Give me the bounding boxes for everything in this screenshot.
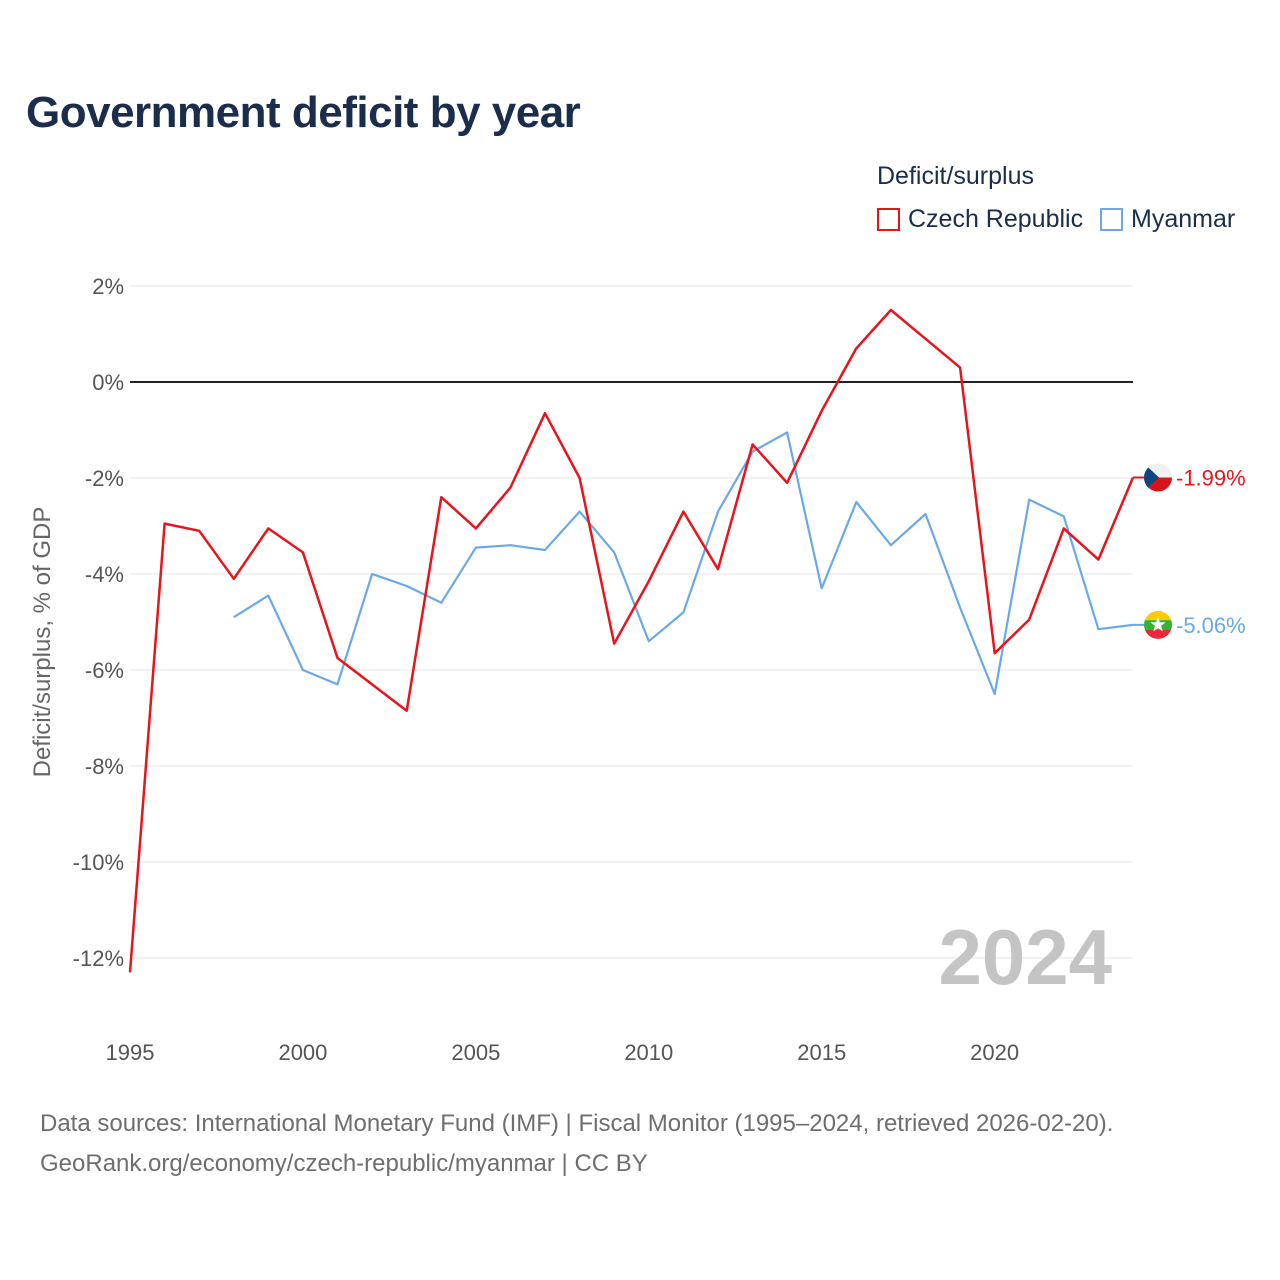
y-tick-label: 2% (92, 274, 124, 299)
y-tick-label: -2% (85, 466, 124, 491)
czech-flag-icon (1144, 463, 1172, 492)
x-tick-label: 2020 (970, 1040, 1019, 1065)
legend-swatch-myanmar (1100, 207, 1123, 231)
y-tick-label: -12% (73, 946, 124, 971)
series-lines (128, 308, 1144, 973)
x-tick-label: 2000 (278, 1040, 327, 1065)
x-axis-ticks: 1995 2000 2005 2010 2015 2020 (106, 1040, 1020, 1065)
x-tick-label: 2010 (624, 1040, 673, 1065)
legend-title: Deficit/surplus (877, 162, 1034, 190)
y-tick-label: 0% (92, 370, 124, 395)
x-tick-label: 2015 (797, 1040, 846, 1065)
source-note: Data sources: International Monetary Fun… (40, 1104, 1113, 1184)
legend-label-czech-republic: Czech Republic (908, 204, 1084, 233)
chart-area: 2% 0% -2% -4% -6% -8% -10% -12% 1995 2000 2005 201… (29, 274, 1246, 1065)
end-label-czech-republic: -1.99% (1176, 466, 1246, 491)
legend-item-czech-republic[interactable]: Czech Republic (877, 204, 1083, 234)
x-tick-label: 1995 (106, 1040, 155, 1065)
y-axis-ticks: 2% 0% -2% -4% -6% -8% -10% -12% (73, 274, 124, 971)
grid-lines (130, 285, 1133, 959)
y-tick-label: -10% (73, 850, 124, 875)
y-tick-label: -8% (85, 754, 124, 779)
series-line-czech-republic (128, 308, 1135, 973)
y-tick-label: -6% (85, 658, 124, 683)
x-tick-label: 2005 (451, 1040, 500, 1065)
series-line-myanmar (233, 431, 1134, 696)
legend-item-myanmar[interactable]: Myanmar (1100, 204, 1235, 234)
myanmar-flag-icon (1144, 610, 1172, 639)
end-label-myanmar: -5.06% (1176, 613, 1246, 638)
legend-label-myanmar: Myanmar (1131, 204, 1236, 233)
legend-swatch-czech-republic (877, 207, 900, 231)
year-watermark: 2024 (938, 913, 1112, 1001)
chart-title: Government deficit by year (26, 88, 581, 137)
source-line-2: GeoRank.org/economy/czech-republic/myanm… (40, 1150, 648, 1177)
y-axis-title: Deficit/surplus, % of GDP (29, 507, 56, 778)
y-tick-label: -4% (85, 562, 124, 587)
source-line-1: Data sources: International Monetary Fun… (40, 1110, 1114, 1137)
